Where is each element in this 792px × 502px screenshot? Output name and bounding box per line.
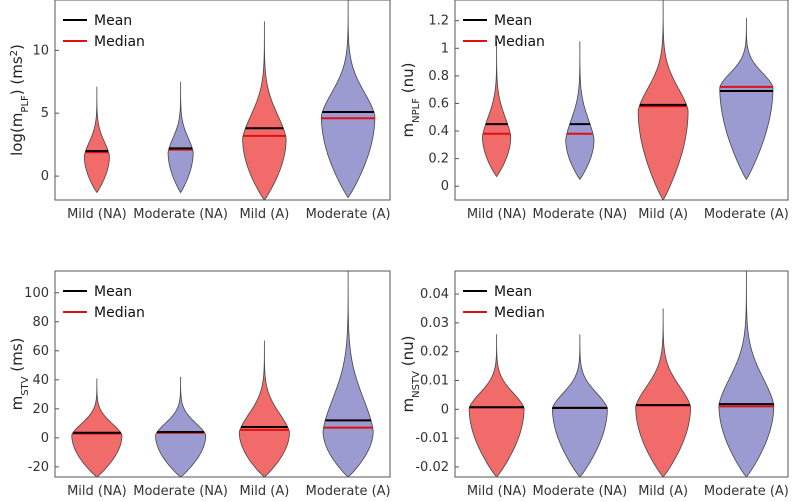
y-tick-label: 100: [24, 286, 49, 301]
legend-median-label: Median: [94, 34, 145, 50]
y-tick-label: 0: [41, 431, 49, 446]
category-label: Mild (A): [239, 207, 289, 222]
category-label: Moderate (NA): [533, 207, 628, 222]
violin-mild-a: [242, 21, 287, 200]
violin-mild-a: [635, 308, 692, 477]
category-label: Moderate (A): [306, 484, 391, 499]
category-label: Mild (A): [638, 207, 688, 222]
y-tick-label: 10: [32, 43, 49, 58]
category-label: Moderate (NA): [533, 484, 628, 499]
violin-moderate-na: [167, 81, 194, 194]
y-tick-label: 0: [441, 179, 449, 194]
violin-mild-a: [637, 0, 689, 200]
legend: Mean Median: [63, 13, 145, 50]
legend-median-label: Median: [494, 305, 545, 321]
legend-median-label: Median: [94, 305, 145, 321]
y-axis-label: mSTV (ms): [8, 338, 31, 411]
category-label: Mild (NA): [67, 484, 127, 499]
category-label: Mild (A): [239, 484, 289, 499]
violin-mild-na: [83, 86, 110, 194]
legend-mean-label: Mean: [94, 13, 132, 29]
y-tick-label: 0.03: [420, 316, 449, 331]
y-tick-label: 0.2: [428, 152, 449, 167]
y-tick-label: 0: [41, 169, 49, 184]
y-tick-label: 0.04: [420, 287, 449, 302]
y-tick-label: 0.8: [428, 69, 449, 84]
category-label: Mild (A): [638, 484, 688, 499]
y-tick-label: -0.01: [415, 431, 449, 446]
violin-mild-na: [482, 41, 512, 178]
violin-moderate-na: [551, 334, 608, 477]
panel-top-left: 0 5 10 Mild (NA) Moderate (NA) Mild (A) Modera…: [8, 0, 391, 222]
violin-mild-a: [238, 340, 290, 477]
violin-moderate-a: [320, 0, 376, 199]
violin-mild-na: [71, 378, 123, 477]
category-label: Mild (NA): [67, 207, 127, 222]
legend-mean-label: Mean: [494, 284, 532, 300]
y-tick-label: -0.02: [415, 460, 449, 475]
y-tick-label: 0.6: [428, 96, 449, 111]
y-axis-label: mNSTV (nu): [399, 336, 422, 413]
y-tick-label: 0: [441, 402, 449, 417]
category-label: Moderate (A): [306, 207, 391, 222]
axes-frame: [54, 0, 391, 201]
y-tick-label: 0.02: [420, 345, 449, 360]
legend-median-label: Median: [494, 34, 545, 50]
y-tick-label: 60: [32, 344, 49, 359]
y-tick-label: 1: [441, 41, 449, 56]
y-tick-label: 5: [41, 106, 49, 121]
violin-moderate-na: [565, 41, 595, 181]
panel-top-right: 0 0.2 0.4 0.6 0.8 1 1.2 Mild (NA) Moderate (NA) M…: [399, 0, 789, 222]
category-label: Moderate (NA): [133, 207, 228, 222]
axes-frame: [454, 270, 789, 478]
violin-moderate-a: [719, 17, 774, 181]
legend-mean-label: Mean: [494, 13, 532, 29]
y-axis-label: mNPLF (nu): [399, 63, 422, 138]
legend: Mean Median: [463, 284, 545, 321]
legend: Mean Median: [463, 13, 545, 50]
violin-mild-na: [468, 334, 525, 477]
y-tick-label: 0.4: [428, 124, 449, 139]
panel-bottom-left: -20 0 20 40 60 80 100 Mild (NA) Moderate (NA) Mil…: [8, 270, 391, 499]
y-tick-label: 80: [32, 315, 49, 330]
y-tick-label: 20: [32, 402, 49, 417]
category-label: Mild (NA): [467, 207, 527, 222]
y-axis-label: log(mPLF) (ms2): [8, 44, 31, 156]
category-label: Moderate (A): [704, 207, 789, 222]
y-tick-label: 1.2: [428, 14, 449, 29]
legend-mean-label: Mean: [94, 284, 132, 300]
legend: Mean Median: [63, 284, 145, 321]
axes-frame: [54, 270, 391, 478]
category-label: Mild (NA): [467, 484, 527, 499]
y-tick-label: -20: [28, 460, 49, 475]
axes-frame: [454, 0, 789, 201]
violin-moderate-a: [322, 271, 374, 477]
panel-bottom-right: -0.02 -0.01 0 0.01 0.02 0.03 0.04 Mild (NA) Mode…: [399, 270, 789, 499]
category-label: Moderate (A): [704, 484, 789, 499]
category-label: Moderate (NA): [133, 484, 228, 499]
violin-moderate-na: [155, 376, 207, 477]
y-tick-label: 40: [32, 373, 49, 388]
violin-moderate-a: [718, 271, 775, 477]
y-tick-label: 0.01: [420, 373, 449, 388]
